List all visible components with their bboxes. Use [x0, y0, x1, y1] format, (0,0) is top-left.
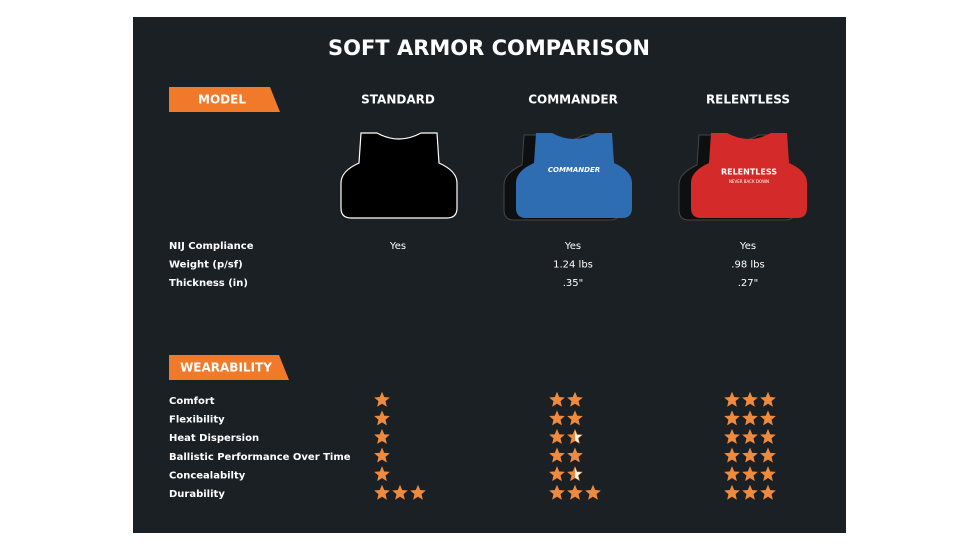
wearability-tag-bg — [169, 355, 289, 380]
rating-label: Ballistic Performance Over Time — [169, 452, 351, 463]
rating-label: Durability — [169, 489, 225, 500]
spec-label: NIJ Compliance — [169, 241, 254, 252]
star — [724, 410, 740, 426]
model-tag: MODEL — [198, 93, 246, 107]
star — [410, 484, 426, 500]
star — [374, 447, 390, 463]
star — [760, 428, 776, 444]
star — [374, 466, 390, 482]
spec-value: .98 lbs — [731, 260, 764, 271]
star — [549, 410, 565, 426]
vest-label: COMMANDER — [548, 166, 600, 174]
star — [567, 447, 583, 463]
star — [742, 428, 758, 444]
spec-value: .35" — [563, 278, 584, 289]
column-header: RELENTLESS — [706, 93, 790, 107]
star — [374, 391, 390, 407]
star — [742, 484, 758, 500]
star — [724, 484, 740, 500]
star — [760, 410, 776, 426]
star — [392, 484, 408, 500]
star — [549, 391, 565, 407]
spec-value: .27" — [738, 278, 759, 289]
star — [549, 447, 565, 463]
spec-label: Thickness (in) — [169, 278, 248, 289]
vest-label: RELENTLESS — [721, 168, 777, 177]
star — [549, 428, 565, 444]
column-header: COMMANDER — [528, 93, 618, 107]
rows: NIJ Compliance Yes Yes Yes Weight (p/sf) 1.24… — [169, 241, 776, 500]
star — [567, 391, 583, 407]
star — [724, 391, 740, 407]
spec-value: 1.24 lbs — [553, 260, 593, 271]
star — [724, 428, 740, 444]
star — [374, 484, 390, 500]
star — [742, 391, 758, 407]
star — [760, 447, 776, 463]
spec-value: Yes — [389, 241, 406, 252]
rating-label: Heat Dispersion — [169, 433, 259, 444]
star — [374, 410, 390, 426]
star — [585, 484, 601, 500]
star — [374, 428, 390, 444]
star — [742, 466, 758, 482]
spec-label: Weight (p/sf) — [169, 260, 243, 271]
rating-label: Comfort — [169, 396, 215, 407]
rating-label: Concealabilty — [169, 470, 246, 481]
wearability-tag: WEARABILITY — [180, 361, 272, 375]
star — [760, 484, 776, 500]
rating-label: Flexibility — [169, 415, 225, 426]
title: SOFT ARMOR COMPARISON — [328, 36, 650, 60]
star — [760, 466, 776, 482]
spec-value: Yes — [739, 241, 756, 252]
vest-sublabel: NEVER BACK DOWN — [729, 179, 769, 184]
star — [567, 484, 583, 500]
star — [567, 466, 583, 482]
spec-value: Yes — [564, 241, 581, 252]
star — [760, 391, 776, 407]
star — [742, 447, 758, 463]
star — [724, 447, 740, 463]
star — [567, 410, 583, 426]
star — [549, 484, 565, 500]
star — [742, 410, 758, 426]
model-tag-bg — [169, 87, 280, 112]
star — [724, 466, 740, 482]
column-header: STANDARD — [361, 93, 435, 107]
star — [549, 466, 565, 482]
star — [567, 428, 583, 444]
